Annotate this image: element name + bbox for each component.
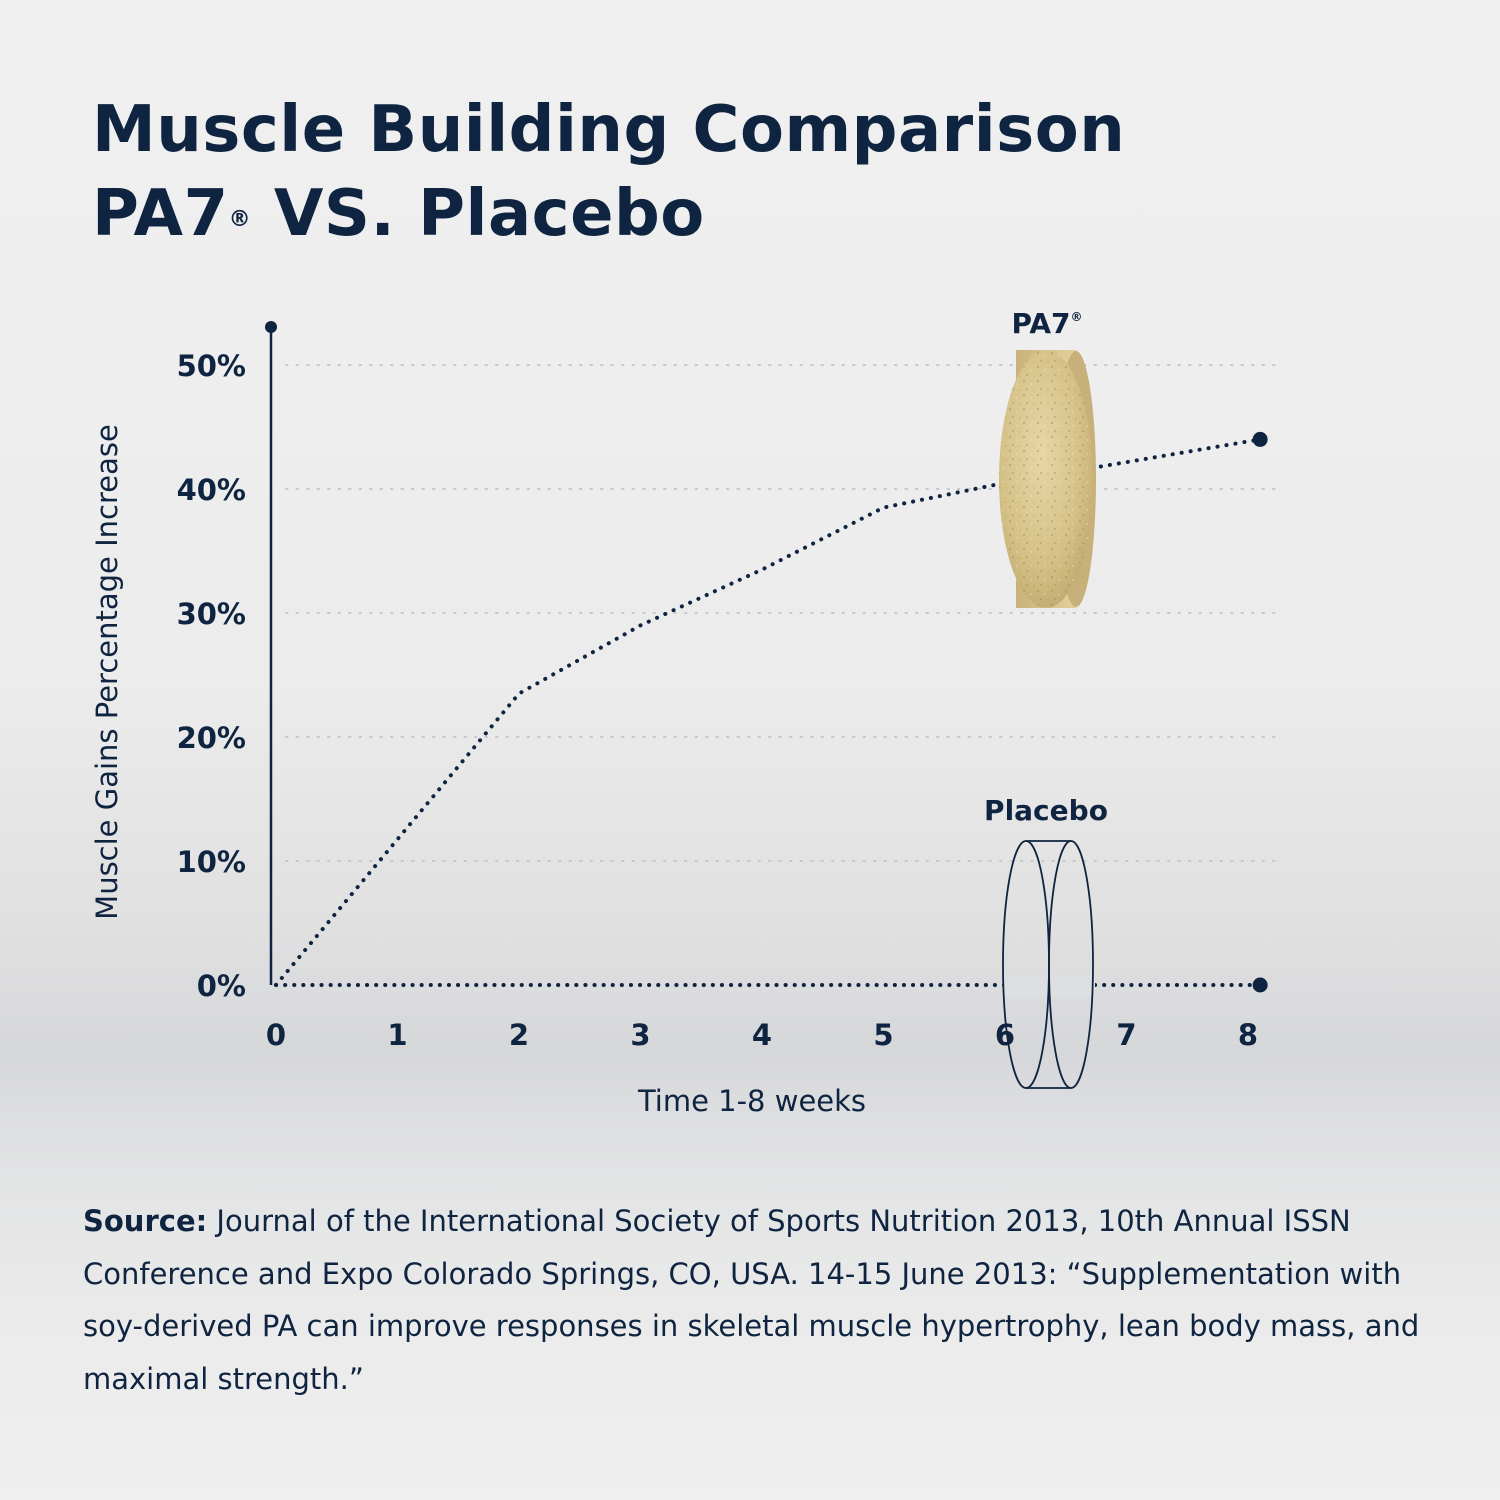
chart-title: Muscle Building Comparison PA7® VS. Plac… — [92, 88, 1125, 256]
y-axis-label: Muscle Gains Percentage Increase — [90, 424, 124, 920]
source-citation: Source: Journal of the International Soc… — [83, 1195, 1443, 1405]
series-line-pa7 — [274, 437, 1263, 987]
x-tick-label: 4 — [752, 1018, 772, 1052]
y-tick-label: 20% — [177, 721, 246, 755]
title-registered-mark: ® — [228, 207, 252, 232]
x-tick-label: 8 — [1238, 1018, 1258, 1052]
y-tick-label: 30% — [177, 597, 246, 631]
series-end-point-placebo — [1252, 977, 1268, 993]
series-end-point-pa7 — [1252, 431, 1268, 447]
y-tick-label: 40% — [177, 473, 246, 507]
y-axis — [265, 321, 277, 985]
y-tick-labels: 0% 10% 20% 30% 40% 50% — [177, 349, 246, 1003]
pa7-series-label: PA7® — [1011, 307, 1082, 340]
y-axis-end-dot — [265, 321, 277, 333]
title-vs-placebo: VS. Placebo — [251, 177, 705, 251]
y-tick-label: 10% — [177, 845, 246, 879]
source-text: Journal of the International Society of … — [83, 1204, 1420, 1396]
title-pa7: PA7 — [92, 177, 229, 251]
x-tick-label: 2 — [509, 1018, 529, 1052]
placebo-series-label: Placebo — [984, 794, 1108, 827]
x-tick-label: 6 — [995, 1018, 1015, 1052]
x-tick-label: 7 — [1116, 1018, 1136, 1052]
source-label: Source: — [83, 1204, 208, 1238]
y-tick-label: 50% — [177, 349, 246, 383]
pa7-registered-mark: ® — [1071, 310, 1083, 324]
x-tick-labels: 0 1 2 3 4 5 6 7 8 — [266, 1018, 1258, 1052]
grid-lines — [285, 364, 1276, 862]
pa7-tablet-image — [998, 350, 1098, 608]
x-tick-label: 5 — [873, 1018, 893, 1052]
x-tick-label: 1 — [387, 1018, 407, 1052]
title-line-2: PA7® VS. Placebo — [92, 172, 1125, 256]
y-tick-label: 0% — [197, 969, 246, 1003]
series-lines — [274, 431, 1268, 993]
x-axis-label: Time 1-8 weeks — [637, 1084, 866, 1118]
x-tick-label: 0 — [266, 1018, 286, 1052]
placebo-tablet-outline — [1002, 840, 1095, 1089]
line-chart: 0% 10% 20% 30% 40% 50% 0 1 2 3 4 5 6 7 8 Muscle Gains… — [90, 307, 1276, 1118]
title-line-1: Muscle Building Comparison — [92, 93, 1126, 167]
x-tick-label: 3 — [630, 1018, 650, 1052]
